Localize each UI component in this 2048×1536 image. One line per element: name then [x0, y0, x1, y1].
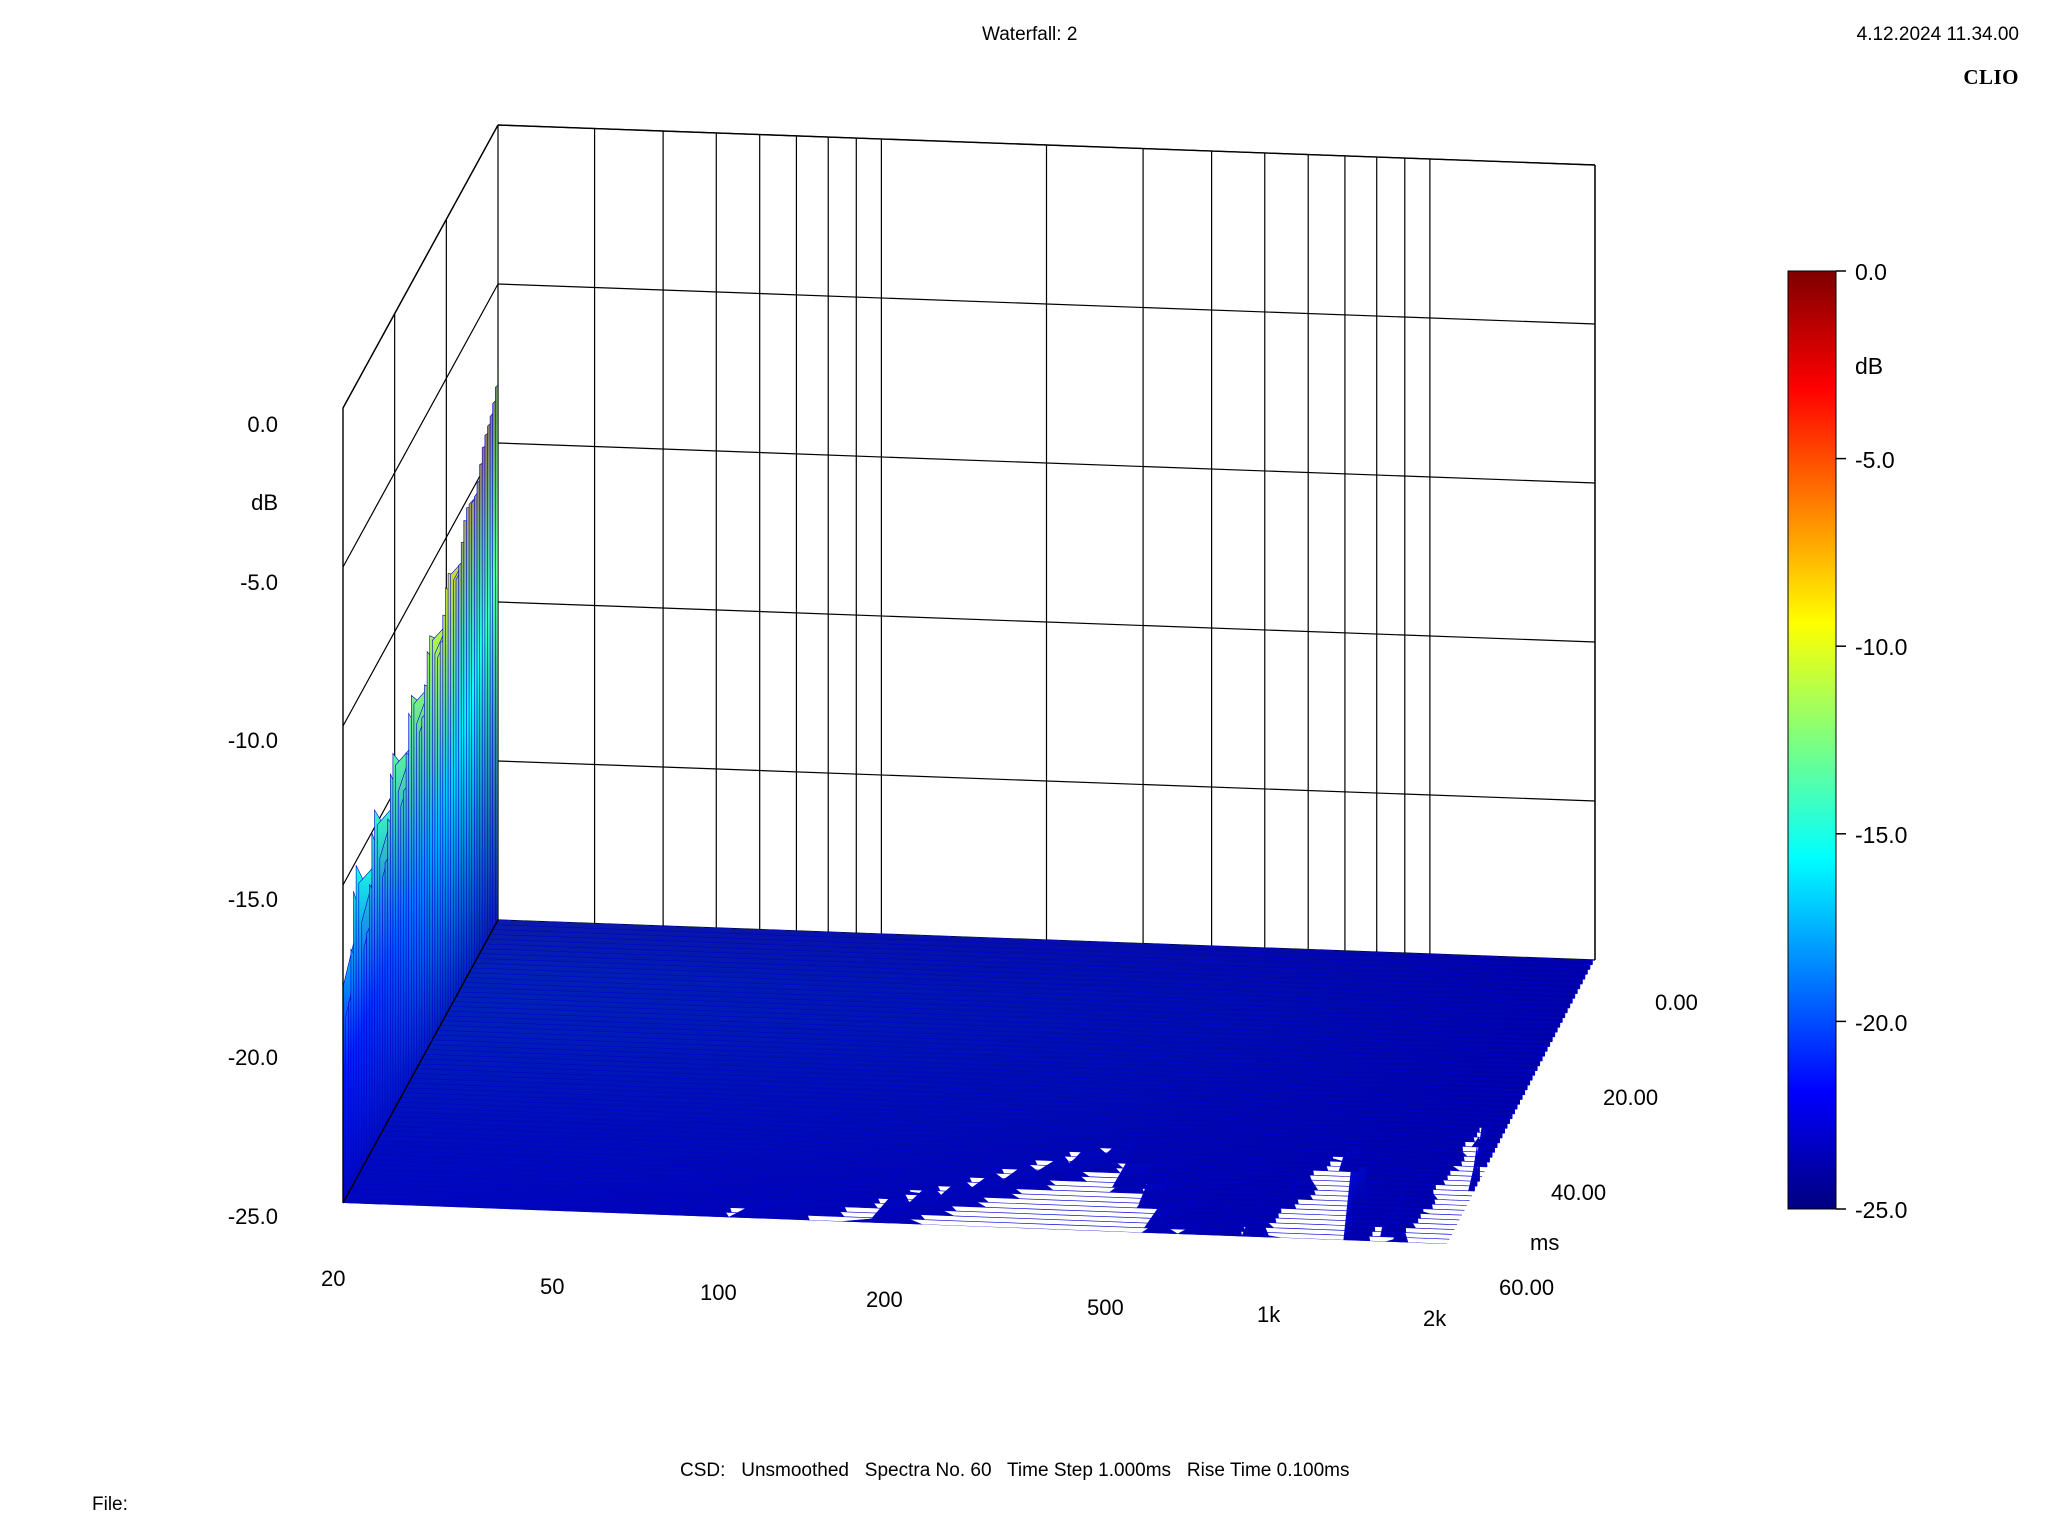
y-tick-label: 60.00: [1499, 1275, 1555, 1300]
left-wall-gridline: [342, 283, 499, 568]
waterfall-spectrum-slice: [474, 348, 1573, 1004]
z-tick-label: -20.0: [227, 1045, 278, 1070]
z-tick-label: -10.0: [227, 728, 278, 753]
left-wall-gridline: [342, 442, 499, 727]
plot-box-edge: [342, 919, 499, 1204]
plot-box-edge: [342, 124, 499, 409]
colorbar-ticks: [1836, 270, 1846, 1210]
waterfall-spectrum-slice: [468, 398, 1568, 1014]
x-tick-label: 100: [700, 1280, 737, 1305]
waterfall-surface: [343, 160, 1595, 1244]
colorbar-tick-label: -25.0: [1855, 1197, 1908, 1223]
file-label: File:: [92, 1494, 128, 1515]
colorbar-tick-label: -20.0: [1855, 1010, 1908, 1036]
x-tick-label: 2k: [1423, 1306, 1447, 1331]
x-tick-label: 20: [321, 1266, 346, 1291]
plot-frame: [342, 124, 1596, 1204]
back-wall-gridline: [497, 760, 1596, 802]
waterfall-spectrum-slice: [479, 300, 1578, 995]
csd-settings-line: CSD: Unsmoothed Spectra No. 60 Time Step…: [680, 1460, 1350, 1481]
colorbar-tick-label: -5.0: [1855, 447, 1895, 473]
colorbar-tick-label: -10.0: [1855, 634, 1908, 660]
waterfall-spectrum-slice: [489, 221, 1588, 975]
z-tick-label: 0.0: [247, 412, 278, 437]
y-axis-label: ms: [1530, 1230, 1560, 1255]
waterfall-spectrum-slice: [492, 194, 1591, 970]
waterfall-spectrum-slice: [481, 284, 1581, 990]
x-tick-label: 200: [866, 1287, 903, 1312]
plot-box-edge: [497, 124, 1596, 166]
z-tick-label: -25.0: [227, 1204, 278, 1229]
z-tick-label: -5.0: [240, 570, 278, 595]
colorbar: [1787, 270, 1846, 1210]
colorbar-tick-label: -15.0: [1855, 822, 1908, 848]
chart-title: Waterfall: 2: [982, 24, 1078, 45]
back-wall-gridline: [497, 601, 1596, 643]
x-tick-label: 500: [1087, 1295, 1124, 1320]
plot-box-front-edges: [342, 124, 1596, 1204]
y-tick-label: 40.00: [1551, 1180, 1607, 1205]
colorbar-axis-label: dB: [1855, 353, 1884, 379]
back-wall-gridline: [497, 283, 1596, 325]
x-tick-label: 1k: [1257, 1302, 1281, 1327]
z-tick-label: -15.0: [227, 887, 278, 912]
timestamp: 4.12.2024 11.34.00: [1856, 24, 2019, 45]
colorbar-tick-label: 0.0: [1855, 259, 1887, 285]
y-tick-label: 20.00: [1603, 1085, 1659, 1110]
waterfall-spectrum-slice: [487, 247, 1586, 980]
back-wall-gridline: [497, 442, 1596, 484]
colorbar-bar: [1787, 270, 1837, 1210]
waterfall-spectrum-slice: [476, 321, 1576, 999]
brand-logo-text: CLIO: [1963, 65, 2019, 89]
x-tick-label: 50: [540, 1274, 565, 1299]
waterfall-spectrum-slice: [495, 166, 1593, 966]
y-tick-label: 0.00: [1655, 990, 1698, 1015]
waterfall-spectrum-slice: [484, 267, 1583, 985]
z-axis-label: dB: [251, 490, 278, 515]
